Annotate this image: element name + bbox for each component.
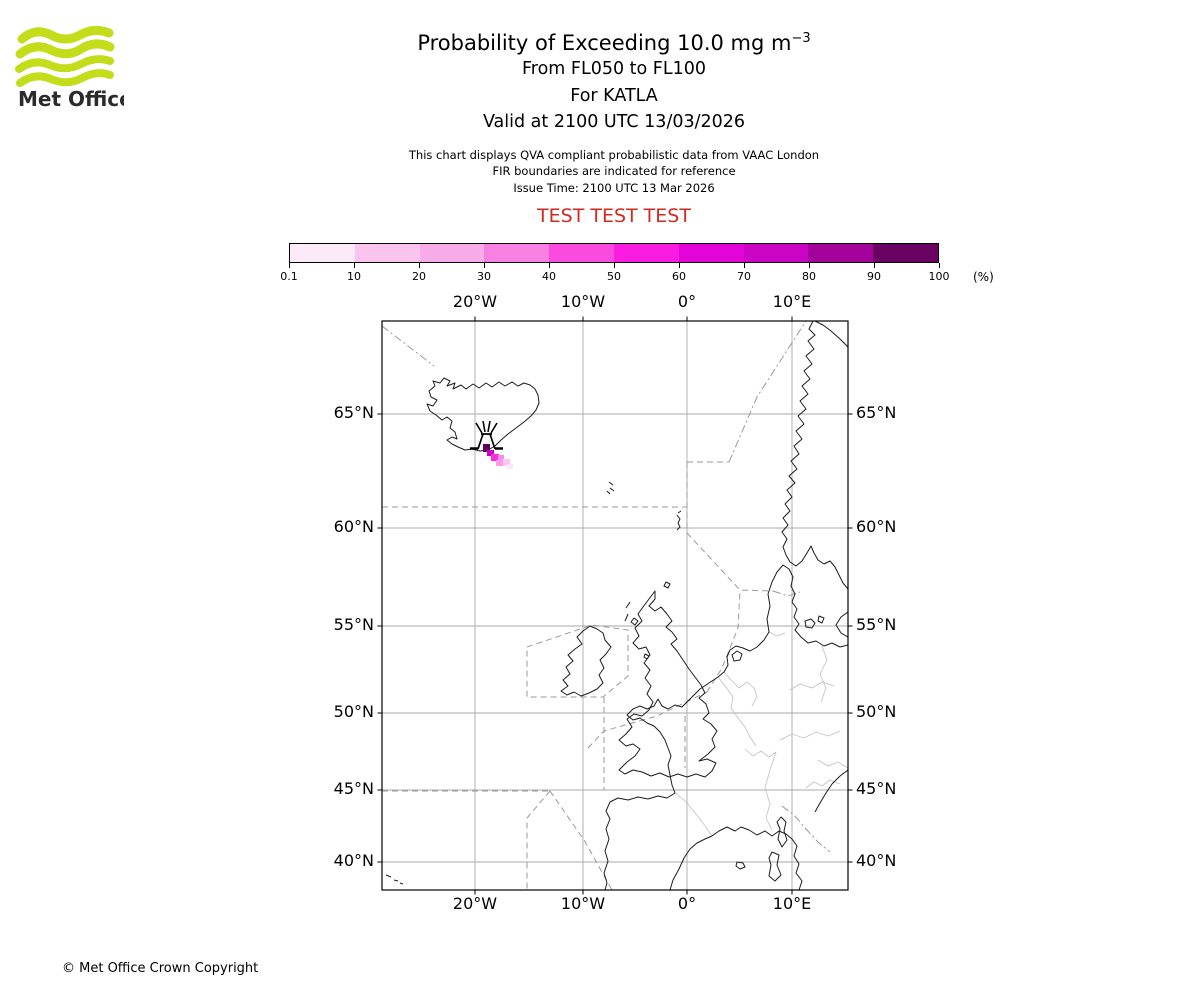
country-borders	[675, 631, 848, 837]
colorbar-segment-7	[743, 244, 809, 262]
lat-label-right: 55°N	[856, 615, 897, 634]
colorbar-tick	[938, 263, 940, 268]
colorbar-tick-label: 80	[802, 270, 816, 283]
colorbar-tick	[418, 263, 420, 268]
lat-label-right: 45°N	[856, 779, 897, 798]
colorbar-gradient	[289, 243, 939, 263]
fir-boundaries	[382, 321, 831, 890]
notes-block: This chart displays QVA compliant probab…	[28, 147, 1200, 197]
met-office-logo: Met Office	[15, 26, 124, 111]
colorbar-tick-label: 30	[477, 270, 491, 283]
colorbar-tick-label: 50	[607, 270, 621, 283]
lon-label-top: 20°W	[452, 292, 498, 311]
colorbar-segment-6	[678, 244, 744, 262]
plume-cell-5	[503, 459, 510, 466]
copyright-text: © Met Office Crown Copyright	[62, 961, 259, 976]
lat-label-left: 40°N	[333, 851, 374, 870]
lat-label-left: 60°N	[333, 517, 374, 536]
lat-label-left: 55°N	[333, 615, 374, 634]
colorbar-unit-label: (%)	[973, 270, 994, 284]
lon-label-bottom: 10°W	[560, 894, 606, 913]
lat-label-right: 65°N	[856, 403, 897, 422]
map-frame	[381, 320, 849, 891]
plume-cell-4	[496, 460, 503, 466]
axis-ticks	[377, 316, 853, 895]
colorbar-tick-label: 0.1	[280, 270, 298, 283]
colorbar-segment-8	[808, 244, 874, 262]
title-block: Probability of Exceeding 10.0 mg m−3 Fro…	[28, 26, 1200, 227]
lon-label-bottom: 0°	[677, 894, 697, 913]
volcano-icon	[470, 420, 503, 450]
subtitle-valid-time: Valid at 2100 UTC 13/03/2026	[482, 112, 746, 132]
colorbar-segment-9	[873, 244, 938, 262]
plume-cell-3	[498, 455, 504, 461]
colorbar: (%) 0.1 10 20 30 40 50 60 70 80 90 100	[280, 243, 994, 284]
subtitle-flight-levels: From FL050 to FL100	[521, 59, 707, 79]
colorbar-tick-label: 100	[928, 270, 950, 283]
colorbar-segment-1	[354, 244, 420, 262]
colorbar-tick	[743, 263, 745, 268]
colorbar-tick	[613, 263, 615, 268]
lat-label-left: 65°N	[333, 403, 374, 422]
plume-cell-1	[487, 450, 494, 456]
lon-label-top: 0°	[677, 292, 697, 311]
colorbar-tick-label: 70	[737, 270, 751, 283]
colorbar-tick-label: 20	[412, 270, 426, 283]
lon-label-bottom: 20°W	[452, 894, 498, 913]
logo-waves-icon	[15, 26, 115, 87]
map-canvas	[377, 316, 853, 895]
colorbar-tick-label: 60	[672, 270, 686, 283]
colorbar-tick	[873, 263, 875, 268]
lat-label-right: 60°N	[856, 517, 897, 536]
lon-label-top: 10°W	[560, 292, 606, 311]
title-superscript: −3	[791, 31, 811, 46]
colorbar-tick	[353, 263, 355, 268]
lat-label-left: 50°N	[333, 702, 374, 721]
gridlines	[382, 321, 848, 890]
note-fir: FIR boundaries are indicated for referen…	[492, 164, 736, 178]
colorbar-segment-4	[549, 244, 614, 262]
colorbar-tick-label: 90	[867, 270, 881, 283]
colorbar-tick-label: 40	[542, 270, 556, 283]
coastlines	[385, 321, 848, 890]
plume-cell-6	[507, 464, 513, 469]
colorbar-tick-label: 10	[347, 270, 361, 283]
plume-cell-2	[491, 454, 499, 461]
note-issue-time: Issue Time: 2100 UTC 13 Mar 2026	[513, 180, 715, 195]
colorbar-tick	[288, 263, 290, 268]
lon-label-bottom: 10°E	[772, 894, 812, 913]
lat-label-right: 40°N	[856, 851, 897, 870]
colorbar-segment-2	[419, 244, 485, 262]
lat-label-left: 45°N	[333, 779, 374, 798]
logo-wordmark: Met Office	[18, 87, 124, 111]
subtitle-volcano: For KATLA	[570, 85, 658, 106]
plume-cell-0	[483, 444, 490, 452]
test-banner: TEST TEST TEST	[537, 205, 691, 227]
ash-plume-cells	[483, 444, 513, 469]
lon-label-top: 10°E	[772, 292, 812, 311]
colorbar-tick	[678, 263, 680, 268]
chart-title: Probability of Exceeding 10.0 mg m−3	[417, 31, 811, 55]
colorbar-tick	[548, 263, 550, 268]
note-qva: This chart displays QVA compliant probab…	[408, 147, 820, 162]
colorbar-segment-5	[613, 244, 679, 262]
lat-label-right: 50°N	[856, 702, 897, 721]
colorbar-segment-0	[290, 244, 355, 262]
colorbar-tick	[808, 263, 810, 268]
colorbar-segment-3	[484, 244, 550, 262]
colorbar-tick	[483, 263, 485, 268]
